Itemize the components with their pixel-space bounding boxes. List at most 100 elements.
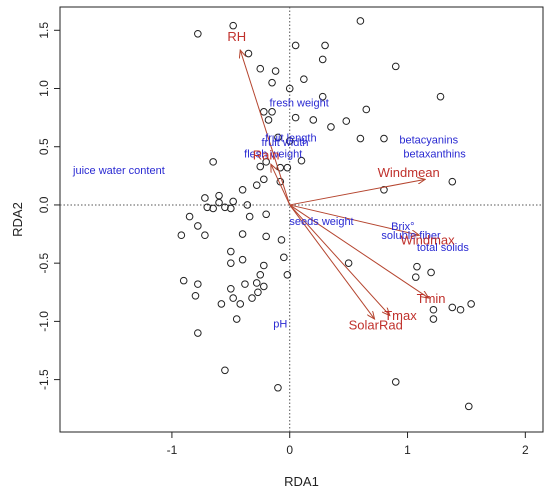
site-point: [268, 78, 276, 87]
site-point: [238, 230, 247, 238]
env-label-rh: RH: [227, 29, 246, 44]
site-point: [285, 84, 294, 93]
x-tick-label: 1: [404, 443, 411, 457]
site-point: [283, 163, 292, 172]
env-label-tmax: Tmax: [384, 308, 417, 323]
plot-box: [59, 6, 544, 433]
site-point: [274, 133, 282, 142]
site-point: [221, 203, 229, 212]
env-label-tmin: Tmin: [417, 291, 446, 306]
site-point: [380, 186, 388, 194]
site-point: [194, 29, 202, 38]
site-point: [217, 300, 226, 308]
site-point: [238, 255, 247, 264]
site-point: [260, 261, 268, 270]
site-point: [300, 75, 308, 83]
site-point: [243, 201, 252, 209]
site-point: [248, 294, 256, 302]
env-label-windmean: Windmean: [378, 165, 440, 180]
site-point: [467, 300, 475, 308]
site-point: [411, 273, 420, 281]
site-point: [456, 305, 465, 314]
species-label: flesh weight: [244, 149, 302, 161]
site-point: [227, 247, 235, 256]
species-label: total solids: [417, 242, 469, 254]
site-point: [283, 271, 292, 279]
site-point: [318, 92, 327, 101]
site-point: [229, 21, 237, 30]
site-point: [342, 117, 351, 125]
site-point: [309, 116, 318, 124]
site-point: [215, 198, 223, 207]
site-point: [264, 116, 273, 124]
site-point: [260, 175, 268, 184]
site-point: [254, 288, 262, 297]
site-point: [252, 279, 261, 287]
site-point: [262, 232, 270, 241]
site-point: [344, 259, 353, 267]
site-point: [209, 158, 217, 166]
site-point: [201, 194, 209, 202]
site-point: [448, 177, 457, 186]
x-tick-label: -1: [167, 443, 178, 457]
site-point: [245, 212, 254, 221]
species-label: fresh weight: [269, 97, 328, 109]
site-point: [229, 294, 237, 302]
env-arrow-tmin: [289, 204, 429, 298]
site-point: [356, 17, 365, 25]
site-point: [241, 280, 249, 288]
site-point: [260, 107, 268, 116]
x-tick-label: 2: [522, 443, 529, 457]
site-point: [252, 181, 261, 189]
y-tick-label: 0.5: [37, 138, 51, 155]
site-point: [356, 134, 365, 143]
species-label: betaxanthins: [403, 149, 466, 161]
species-label: seeds weight: [289, 216, 353, 228]
species-label: Brix°: [391, 221, 414, 233]
site-point: [203, 203, 212, 212]
site-point: [179, 276, 188, 285]
env-arrow-windmean: [289, 179, 425, 206]
y-tick-label: -0.5: [37, 253, 51, 274]
site-point: [256, 271, 265, 279]
site-point: [238, 186, 247, 194]
site-point: [327, 123, 335, 131]
site-point: [280, 253, 288, 262]
env-arrow-tmax: [289, 204, 390, 316]
site-point: [227, 284, 235, 293]
y-axis-title: RDA2: [10, 202, 25, 237]
site-point: [291, 41, 300, 50]
site-point: [271, 67, 280, 75]
site-point: [244, 49, 253, 58]
env-label-windmax: Windmax: [400, 233, 455, 248]
site-point: [256, 64, 265, 73]
site-point: [260, 282, 268, 291]
axes-group: -1 0 1 2 -1.5 -1.0 -0.5 0.0 0.5 1.0 1.5 RDA1 RDA2: [10, 22, 529, 489]
site-point: [177, 231, 186, 240]
env-arrow-windmax: [289, 204, 420, 235]
env-arrow-solarrad: [289, 204, 375, 319]
env-arrows-group: [240, 50, 428, 319]
plot-frame-group: [59, 6, 544, 433]
species-label: soluble fiber: [381, 230, 441, 242]
env-label-rain: Rain: [253, 148, 280, 163]
site-point: [185, 212, 194, 221]
site-point: [436, 92, 445, 101]
site-point: [262, 158, 270, 166]
env-arrow-rain: [271, 164, 291, 206]
site-point: [429, 315, 438, 323]
site-point: [194, 280, 202, 288]
site-point: [209, 204, 217, 213]
site-point: [318, 55, 327, 64]
site-point: [262, 210, 270, 219]
site-point: [391, 62, 400, 71]
env-arrow-rh: [240, 50, 291, 206]
site-point: [236, 300, 245, 308]
species-label: juice water content: [72, 165, 165, 177]
species-label: fruit length: [265, 132, 316, 144]
site-point: [227, 259, 235, 267]
site-point: [191, 291, 200, 300]
